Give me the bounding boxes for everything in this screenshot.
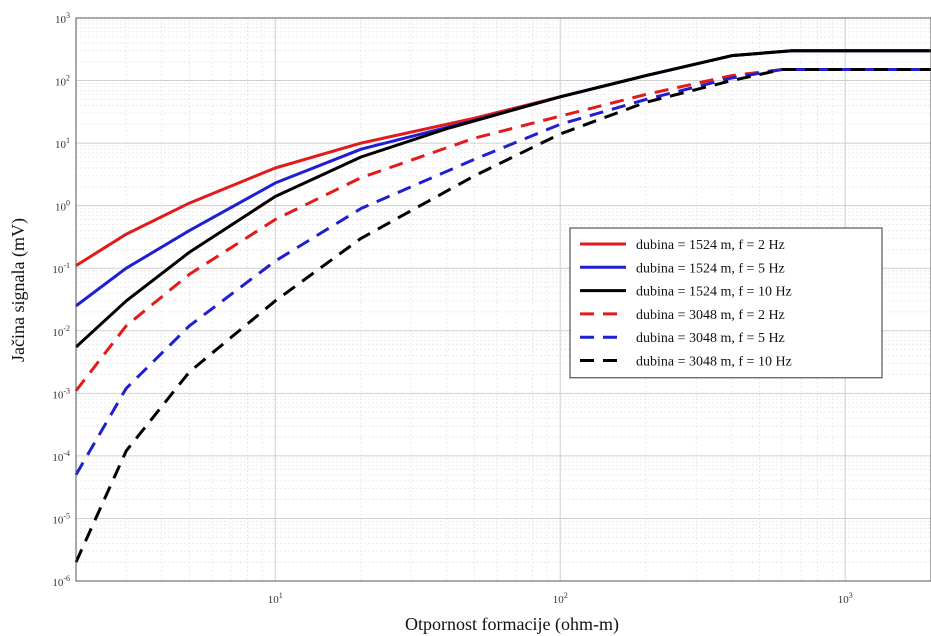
plot-border — [75, 17, 931, 582]
series-line-6 — [74, 68, 931, 563]
plot-frame — [75, 17, 931, 582]
legend-label-1: dubina = 1524 m, f = 2 Hz — [636, 238, 785, 253]
y-tick-label: 10-5 — [52, 511, 70, 526]
series-lines — [74, 49, 931, 563]
legend-label-5: dubina = 3048 m, f = 5 Hz — [636, 331, 785, 346]
x-axis-title: Otpornost formacije (ohm-m) — [405, 614, 619, 635]
x-tick-label: 101 — [268, 591, 283, 606]
legend-label-2: dubina = 1524 m, f = 5 Hz — [636, 261, 785, 276]
legend-label-3: dubina = 1524 m, f = 10 Hz — [636, 285, 792, 300]
y-tick-label: 100 — [55, 199, 70, 214]
y-tick-label: 103 — [55, 11, 70, 26]
series-line-3 — [74, 49, 931, 349]
series-line-5 — [74, 68, 931, 476]
y-axis-ticks: 10-6 10-5 10-4 10-3 10-2 10-1 100 101 102 103 — [52, 11, 70, 589]
major-grid — [76, 17, 931, 582]
y-tick-label: 102 — [55, 74, 70, 89]
y-tick-label: 10-2 — [52, 324, 70, 339]
y-tick-label: 10-4 — [52, 449, 70, 464]
y-tick-label: 10-1 — [52, 261, 70, 276]
x-tick-label: 103 — [838, 591, 853, 606]
x-tick-label: 102 — [553, 591, 568, 606]
legend-label-4: dubina = 3048 m, f = 2 Hz — [636, 308, 785, 323]
legend-label-6: dubina = 3048 m, f = 10 Hz — [636, 355, 792, 370]
x-axis-ticks: 101 102 103 — [268, 591, 853, 606]
y-axis-title: Jačina signala (mV) — [8, 218, 29, 362]
y-tick-label: 10-6 — [52, 574, 70, 589]
y-tick-label: 10-3 — [52, 386, 70, 401]
series-line-4 — [74, 68, 931, 392]
y-tick-label: 101 — [55, 136, 70, 151]
legend: dubina = 1524 m, f = 2 Hz dubina = 1524 m… — [569, 227, 883, 379]
legend-box — [569, 227, 883, 379]
